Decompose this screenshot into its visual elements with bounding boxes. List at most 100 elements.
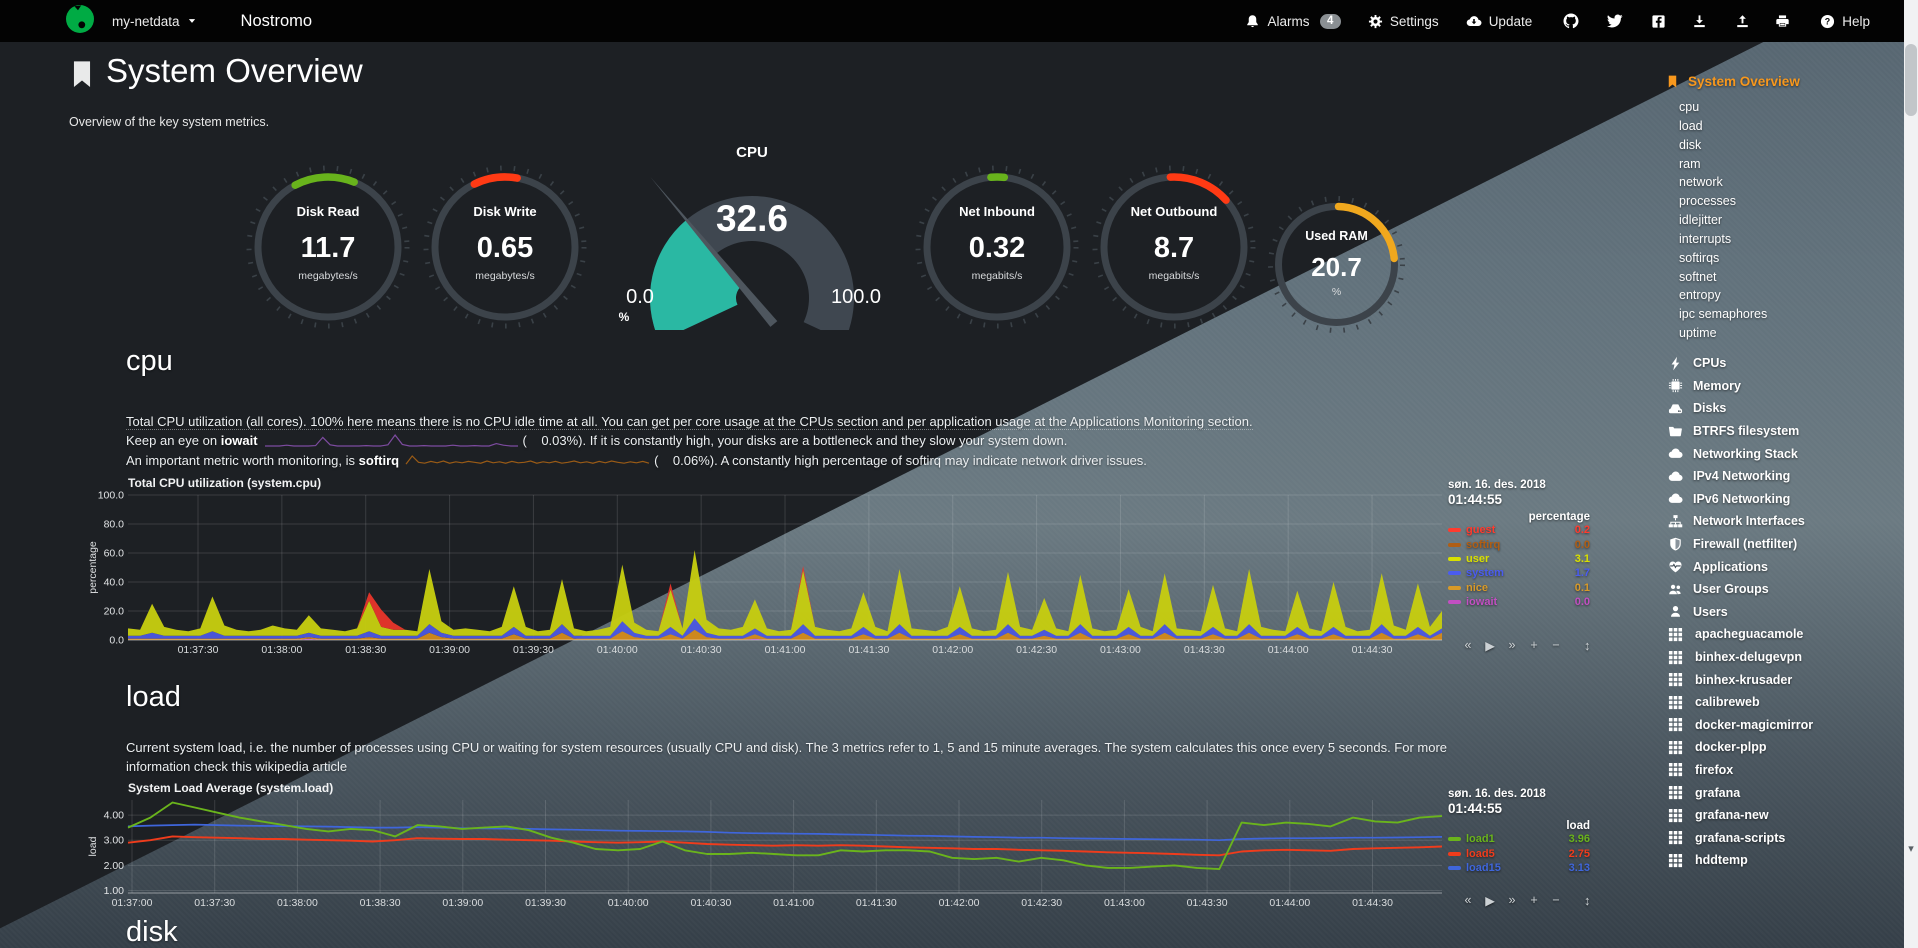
update-button[interactable]: Update bbox=[1466, 13, 1533, 29]
sidebar-section-users[interactable]: Users bbox=[1668, 601, 1813, 624]
sidebar-app-apacheguacamole[interactable]: apacheguacamole bbox=[1668, 623, 1813, 646]
skip-forward-icon[interactable]: » bbox=[1508, 893, 1516, 907]
sidebar-item-disk[interactable]: disk bbox=[1679, 137, 1702, 152]
cpu-desc-line2: Keep an eye on iowait ( 0.03%). If it is… bbox=[126, 431, 1486, 450]
sidebar-section-networking-stack[interactable]: Networking Stack bbox=[1668, 442, 1813, 465]
svg-text:01:44:30: 01:44:30 bbox=[1352, 897, 1393, 909]
settings-label: Settings bbox=[1389, 13, 1439, 29]
sidebar-app-label: grafana-new bbox=[1695, 808, 1769, 823]
legend-swatch bbox=[1448, 571, 1461, 576]
settings-button[interactable]: Settings bbox=[1368, 14, 1439, 29]
sidebar-item-entropy[interactable]: entropy bbox=[1679, 288, 1721, 303]
svg-text:01:42:30: 01:42:30 bbox=[1021, 897, 1062, 909]
legend-row-guest[interactable]: guest 0.2 bbox=[1448, 523, 1590, 537]
gauge-unit: megabits/s bbox=[1148, 270, 1200, 282]
zoom-out-icon[interactable]: − bbox=[1552, 638, 1560, 652]
page-subtitle: Overview of the key system metrics. bbox=[69, 115, 270, 129]
sidebar-section-network-interfaces[interactable]: Network Interfaces bbox=[1668, 510, 1813, 533]
sidebar-section-label: Firewall (netfilter) bbox=[1693, 537, 1798, 552]
legend-row-nice[interactable]: nice 0.1 bbox=[1448, 581, 1590, 595]
facebook-link[interactable] bbox=[1651, 14, 1666, 29]
skip-back-icon[interactable]: « bbox=[1464, 638, 1472, 652]
sidebar-app-docker-plpp[interactable]: docker-plpp bbox=[1668, 736, 1813, 759]
sidebar-item-cpu[interactable]: cpu bbox=[1679, 100, 1700, 114]
play-icon[interactable]: ▶ bbox=[1485, 639, 1495, 653]
update-label: Update bbox=[1488, 13, 1533, 29]
sidebar-app-hddtemp[interactable]: hddtemp bbox=[1668, 849, 1813, 872]
cpu-chart[interactable]: Total CPU utilization (system.cpu) 100.0 8… bbox=[85, 476, 1605, 668]
bookmark-icon bbox=[73, 61, 91, 87]
sidebar-item-ram[interactable]: ram bbox=[1679, 156, 1701, 171]
sidebar-item-network[interactable]: network bbox=[1679, 175, 1723, 190]
sidebar-item-interrupts[interactable]: interrupts bbox=[1679, 231, 1732, 246]
sidebar-item-softirqs[interactable]: softirqs bbox=[1679, 250, 1720, 265]
github-link[interactable] bbox=[1563, 13, 1579, 29]
scrollbar-down-indicator[interactable]: ▾ bbox=[1908, 843, 1914, 855]
sidebar-section-user-groups[interactable]: User Groups bbox=[1668, 578, 1813, 601]
import-snapshot-button[interactable] bbox=[1735, 14, 1750, 29]
sidebar-item-ipc-semaphores[interactable]: ipc semaphores bbox=[1679, 307, 1768, 322]
sidebar-section-memory[interactable]: Memory bbox=[1668, 375, 1813, 398]
sidebar-item-system-overview[interactable]: System Overview bbox=[1666, 74, 1800, 89]
sidebar-app-binhex-krusader[interactable]: binhex-krusader bbox=[1668, 668, 1813, 691]
sidebar-app-grafana[interactable]: grafana bbox=[1668, 781, 1813, 804]
sidebar-app-grafana-new[interactable]: grafana-new bbox=[1668, 804, 1813, 827]
sidebar-item-load[interactable]: load bbox=[1679, 118, 1703, 133]
page-scrollbar[interactable]: ▾ bbox=[1904, 0, 1918, 948]
svg-text:40.0: 40.0 bbox=[104, 577, 125, 589]
sidebar-section-cpus[interactable]: CPUs bbox=[1668, 352, 1813, 375]
sidebar-section-label: IPv6 Networking bbox=[1693, 491, 1791, 506]
skip-forward-icon[interactable]: » bbox=[1508, 638, 1516, 652]
sidebar-section-label: Network Interfaces bbox=[1693, 514, 1805, 529]
hostname-dropdown[interactable]: my-netdata bbox=[112, 14, 197, 29]
scrollbar-thumb[interactable] bbox=[1905, 44, 1917, 116]
gauge-value: 0.32 bbox=[968, 232, 1026, 264]
svg-text:01:40:00: 01:40:00 bbox=[608, 897, 649, 909]
legend-dim-value: 0.2 bbox=[1574, 524, 1590, 537]
zoom-out-icon[interactable]: − bbox=[1552, 893, 1560, 907]
twitter-link[interactable] bbox=[1607, 13, 1623, 29]
print-button[interactable] bbox=[1775, 14, 1790, 29]
sidebar-app-binhex-delugevpn[interactable]: binhex-delugevpn bbox=[1668, 646, 1813, 669]
legend-row-system[interactable]: system 1.7 bbox=[1448, 566, 1590, 580]
svg-text:01:43:00: 01:43:00 bbox=[1100, 644, 1141, 656]
netdata-logo[interactable] bbox=[64, 3, 96, 40]
sidebar-section-ipv6-networking[interactable]: IPv6 Networking bbox=[1668, 488, 1813, 511]
legend-row-load5[interactable]: load5 2.75 bbox=[1448, 846, 1590, 860]
sidebar-item-uptime[interactable]: uptime bbox=[1679, 326, 1717, 341]
legend-row-user[interactable]: user 3.1 bbox=[1448, 552, 1590, 566]
svg-text:01:38:30: 01:38:30 bbox=[360, 897, 401, 909]
shield-icon bbox=[1670, 537, 1681, 551]
load-chart-resize-handle[interactable]: ↕ bbox=[1584, 893, 1591, 908]
help-button[interactable]: ? Help bbox=[1820, 14, 1870, 29]
export-snapshot-button[interactable] bbox=[1692, 14, 1707, 29]
sidebar-section-ipv4-networking[interactable]: IPv4 Networking bbox=[1668, 465, 1813, 488]
cpu-chart-resize-handle[interactable]: ↕ bbox=[1584, 638, 1591, 653]
sidebar-app-calibreweb[interactable]: calibreweb bbox=[1668, 691, 1813, 714]
zoom-in-icon[interactable]: + bbox=[1530, 893, 1538, 907]
sidebar-app-grafana-scripts[interactable]: grafana-scripts bbox=[1668, 826, 1813, 849]
sidebar-item-softnet[interactable]: softnet bbox=[1679, 269, 1717, 284]
table-grid-icon bbox=[1668, 650, 1683, 664]
sidebar-section-disks[interactable]: Disks bbox=[1668, 397, 1813, 420]
sidebar-app-docker-magicmirror[interactable]: docker-magicmirror bbox=[1668, 714, 1813, 737]
sidebar-section-applications[interactable]: Applications bbox=[1668, 555, 1813, 578]
sidebar-item-idlejitter[interactable]: idlejitter bbox=[1679, 213, 1723, 228]
svg-text:2.00: 2.00 bbox=[104, 860, 125, 872]
sidebar-section-btrfs-filesystem[interactable]: BTRFS filesystem bbox=[1668, 420, 1813, 443]
skip-back-icon[interactable]: « bbox=[1464, 893, 1472, 907]
legend-row-load15[interactable]: load15 3.13 bbox=[1448, 861, 1590, 875]
legend-row-load1[interactable]: load1 3.96 bbox=[1448, 832, 1590, 846]
sidebar-section-firewall-netfilter-[interactable]: Firewall (netfilter) bbox=[1668, 533, 1813, 556]
hdd-icon bbox=[1668, 404, 1683, 414]
cpu-desc-line3: An important metric worth monitoring, is… bbox=[126, 451, 1486, 470]
play-icon[interactable]: ▶ bbox=[1485, 894, 1495, 908]
sidebar-app-firefox[interactable]: firefox bbox=[1668, 759, 1813, 782]
legend-row-softirq[interactable]: softirq 0.0 bbox=[1448, 537, 1590, 551]
zoom-in-icon[interactable]: + bbox=[1530, 638, 1538, 652]
legend-dim-name: load15 bbox=[1466, 861, 1501, 874]
sidebar-item-processes[interactable]: processes bbox=[1679, 194, 1736, 209]
alarms-button[interactable]: Alarms 4 bbox=[1245, 13, 1341, 29]
load-chart[interactable]: System Load Average (system.load) 4.00 3.0… bbox=[85, 782, 1605, 914]
legend-row-iowait[interactable]: iowait 0.0 bbox=[1448, 595, 1590, 609]
